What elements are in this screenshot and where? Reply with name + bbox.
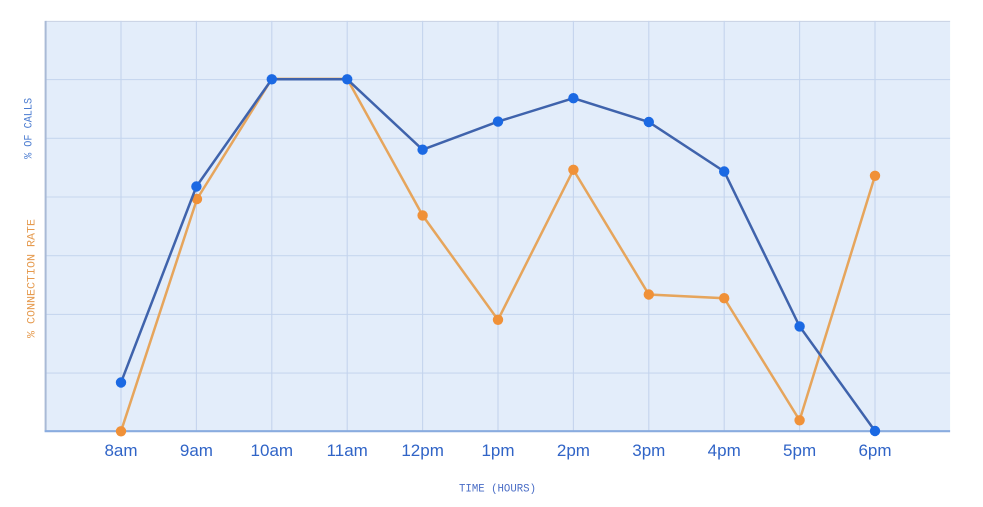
svg-text:9am: 9am xyxy=(180,441,213,460)
svg-text:8am: 8am xyxy=(104,441,137,460)
svg-text:4pm: 4pm xyxy=(708,441,741,460)
svg-text:% OF CALLS: % OF CALLS xyxy=(24,98,36,159)
svg-text:5pm: 5pm xyxy=(783,441,816,460)
svg-text:3pm: 3pm xyxy=(632,441,665,460)
svg-text:1pm: 1pm xyxy=(481,441,514,460)
svg-text:10am: 10am xyxy=(251,441,294,460)
svg-text:TIME (HOURS): TIME (HOURS) xyxy=(459,483,536,495)
svg-text:11am: 11am xyxy=(327,441,368,460)
svg-text:12pm: 12pm xyxy=(401,441,444,460)
svg-text:2pm: 2pm xyxy=(557,441,590,460)
svg-text:% CONNECTION RATE: % CONNECTION RATE xyxy=(26,219,38,338)
svg-text:6pm: 6pm xyxy=(858,441,891,460)
